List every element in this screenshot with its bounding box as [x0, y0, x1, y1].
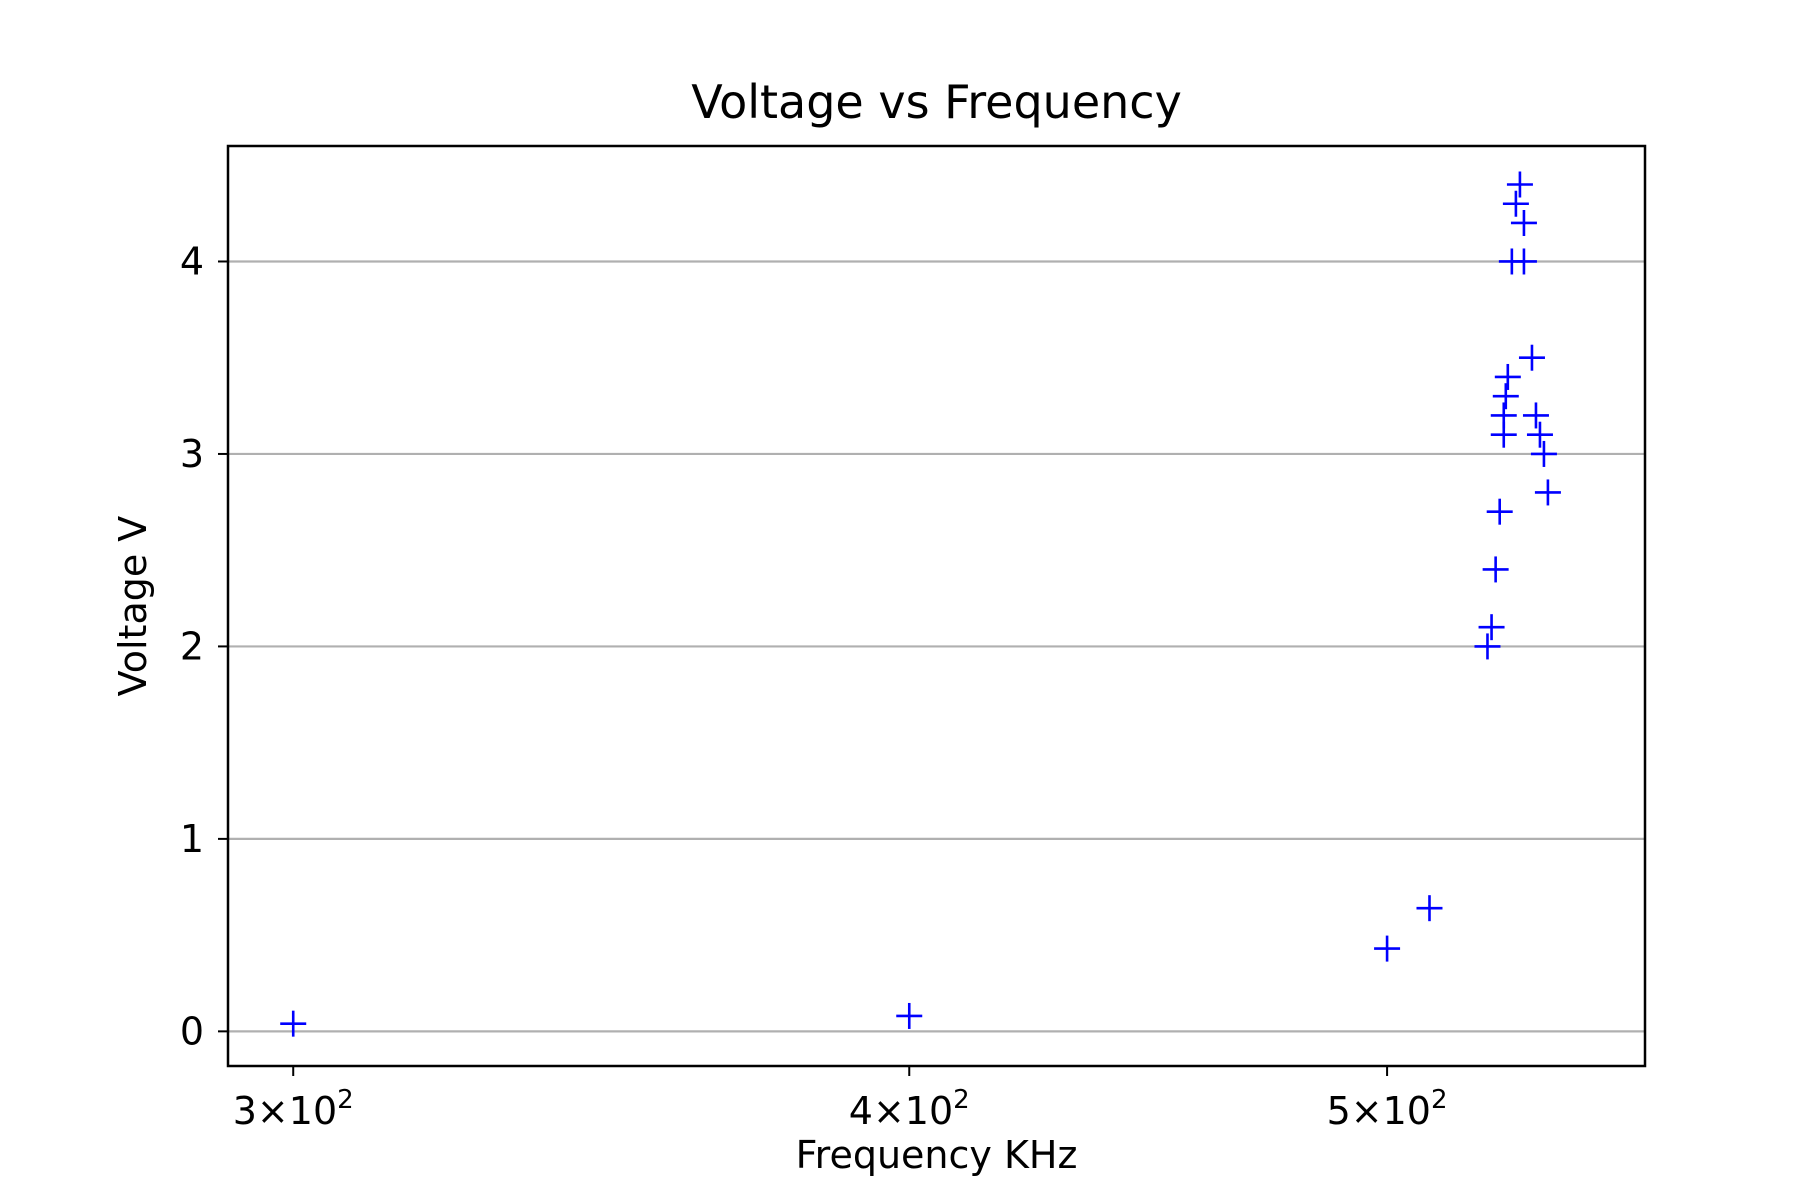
x-tick-label: 4×102: [849, 1085, 970, 1133]
data-point: [1530, 440, 1557, 467]
data-point: [1510, 209, 1537, 236]
data-point: [1416, 895, 1443, 922]
x-tick-label: 5×102: [1327, 1085, 1448, 1133]
data-point: [1526, 421, 1553, 448]
y-tick-label: 0: [180, 1009, 204, 1053]
data-point: [1506, 171, 1533, 198]
data-point: [1490, 402, 1517, 429]
data-point: [1510, 248, 1537, 275]
y-tick-label: 3: [180, 432, 204, 476]
x-tick-label: 3×102: [233, 1085, 354, 1133]
data-point: [1474, 633, 1501, 660]
data-point: [1478, 614, 1505, 641]
data-points: [280, 171, 1561, 1037]
data-point: [1494, 363, 1521, 390]
data-point: [896, 1002, 923, 1029]
data-point: [1534, 479, 1561, 506]
data-point: [1482, 556, 1509, 583]
plot-frame: [226, 144, 1647, 1068]
y-axis-label: Voltage V: [111, 516, 155, 697]
data-point: [1502, 190, 1529, 217]
data-point: [1522, 402, 1549, 429]
data-point: [1492, 383, 1519, 410]
y-tick-label: 4: [180, 239, 204, 283]
axis-ticks: 0 1 2 3 4 3×102 4×102 5×102: [180, 239, 1448, 1133]
y-tick-label: 2: [180, 624, 204, 668]
y-tick-label: 1: [180, 817, 204, 861]
data-point: [1374, 935, 1401, 962]
chart-title: Voltage vs Frequency: [691, 75, 1182, 129]
data-point: [1518, 344, 1545, 371]
x-axis-label: Frequency KHz: [796, 1133, 1078, 1177]
data-point: [1486, 498, 1513, 525]
data-point: [280, 1010, 307, 1037]
grid-lines: [228, 260, 1645, 1033]
